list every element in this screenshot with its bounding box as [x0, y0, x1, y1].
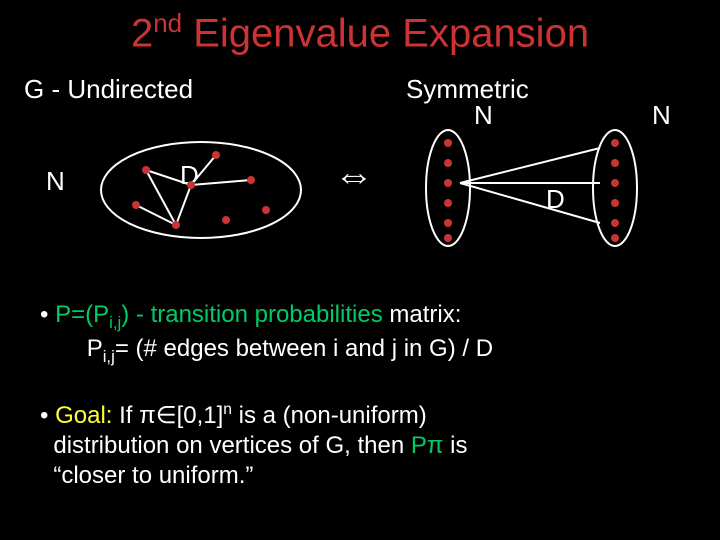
bullet2-rest1: is a (non-uniform)	[232, 402, 427, 429]
title-sup: nd	[153, 8, 182, 38]
bullet2-line2a: distribution on vertices of G, then	[53, 432, 411, 459]
bullet1-sub2: i,j	[103, 347, 115, 366]
bullet2-line3: “closer to uniform.”	[53, 462, 253, 489]
bullet2-is: is	[443, 432, 467, 459]
bullet-2: • Goal: If π∈[0,1]n is a (non-uniform) d…	[40, 400, 690, 491]
bullet2-pi: π	[139, 402, 156, 429]
double-arrow-icon: ⇔	[334, 154, 374, 199]
bullet2-goal: Goal:	[55, 402, 112, 429]
title-prefix: 2	[131, 11, 153, 55]
bullet2-dot: •	[40, 402, 55, 429]
bullet1-rest2: = (# edges between i and j in G) / D	[115, 335, 493, 362]
slide-title: 2nd Eigenvalue Expansion	[0, 8, 720, 56]
bullet2-ppi: Pπ	[411, 432, 444, 459]
bullet1-dot: •	[40, 301, 55, 328]
bullet1-p2: P	[87, 335, 103, 362]
bullet1-matrix: matrix:	[383, 301, 462, 328]
right-graph	[400, 108, 700, 258]
label-g-undirected: G - Undirected	[24, 74, 193, 105]
label-symmetric: Symmetric	[406, 74, 529, 105]
bullet1-trans: - transition probabilities	[129, 301, 382, 328]
bullet2-supn: n	[223, 401, 232, 418]
bullet2-in01: ∈[0,1]	[156, 402, 224, 429]
bullet1-p: P=(P	[55, 301, 109, 328]
bullet1-sub1: i,j	[109, 313, 121, 332]
bullet-1: • P=(Pi,j) - transition probabilities ma…	[40, 300, 690, 368]
label-n-left: N	[46, 166, 65, 197]
left-graph	[96, 130, 306, 250]
title-rest: Eigenvalue Expansion	[182, 11, 589, 55]
bullet2-if: If	[112, 402, 139, 429]
